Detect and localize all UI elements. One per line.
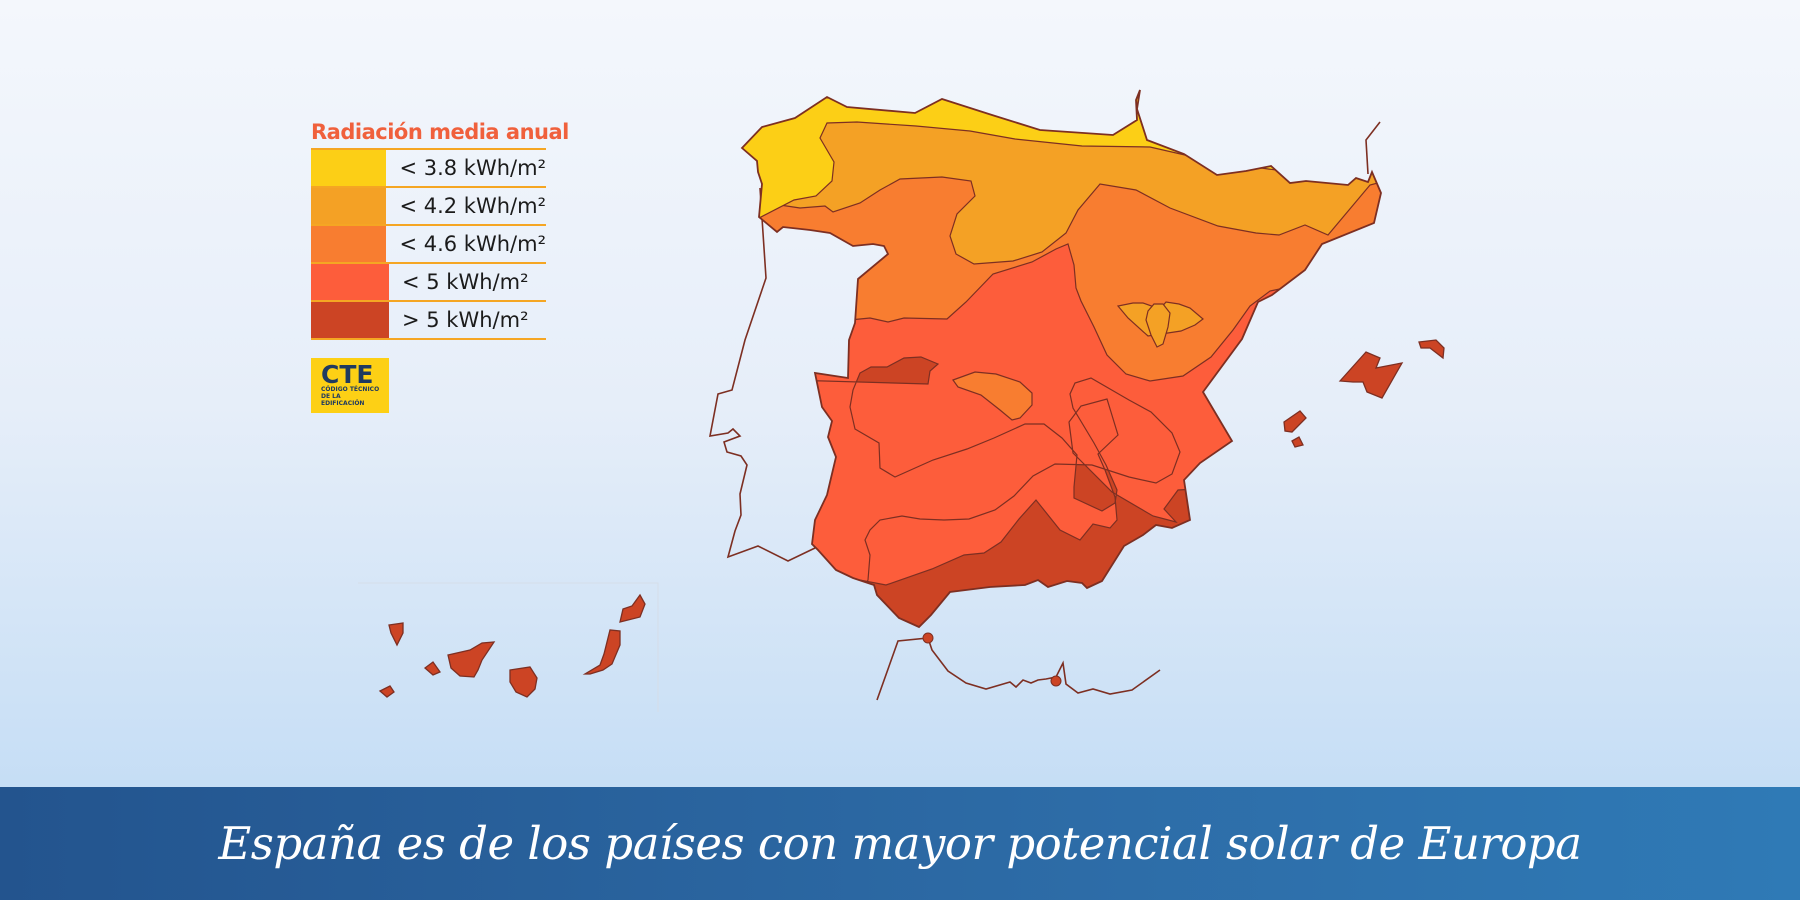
legend-row-over-5: > 5 kWh/m² <box>311 300 546 340</box>
legend-swatch-5 <box>311 264 389 300</box>
radiation-legend: Radiación media anual < 3.8 kWh/m² < 4.2… <box>311 118 569 340</box>
caption-text: España es de los países con mayor potenc… <box>218 817 1582 870</box>
morocco-coast <box>876 637 1161 701</box>
tenerife-island <box>447 641 496 678</box>
legend-swatch-4-6 <box>311 226 387 262</box>
legend-row-4-2: < 4.2 kWh/m² <box>311 186 546 224</box>
mallorca-island <box>1338 351 1404 399</box>
balearic-islands <box>1283 339 1445 448</box>
zone-island-4-6 <box>952 371 1033 421</box>
gran-canaria-island <box>509 666 538 698</box>
legend-label-4-6: < 4.6 kWh/m² <box>399 232 546 256</box>
legend-row-5: < 5 kWh/m² <box>311 262 546 300</box>
legend-row-3-8: < 3.8 kWh/m² <box>311 148 546 186</box>
canary-islands-inset <box>358 582 659 712</box>
el-hierro-island <box>378 685 395 698</box>
legend-title: Radiación media anual <box>311 120 569 144</box>
formentera-island <box>1291 436 1304 448</box>
legend-label-4-2: < 4.2 kWh/m² <box>399 194 546 218</box>
legend-swatch-over-5 <box>311 302 389 338</box>
ibiza-island <box>1283 410 1307 433</box>
cte-logo-title: CTE <box>321 360 374 389</box>
legend-row-4-6: < 4.6 kWh/m² <box>311 224 546 262</box>
fuerteventura-island <box>582 629 621 675</box>
la-palma-island <box>388 622 404 647</box>
zone-island-4-2-b <box>1145 303 1171 348</box>
legend-swatch-3-8 <box>311 150 387 186</box>
legend-label-over-5: > 5 kWh/m² <box>402 308 529 332</box>
la-gomera-island <box>423 661 441 676</box>
legend-label-5: < 5 kWh/m² <box>402 270 529 294</box>
coastline-borders <box>708 121 1381 701</box>
france-border <box>1365 121 1381 175</box>
melilla-marker <box>1050 675 1062 687</box>
lanzarote-island <box>619 593 646 623</box>
legend-label-3-8: < 3.8 kWh/m² <box>399 156 546 180</box>
cte-logo: CTE CÓDIGO TÉCNICO DE LA EDIFICACIÓN <box>311 358 389 413</box>
menorca-island <box>1418 339 1445 360</box>
caption-bar: España es de los países con mayor potenc… <box>0 787 1800 900</box>
cte-logo-subtitle-1: CÓDIGO TÉCNICO <box>321 386 380 393</box>
canary-inset-frame <box>358 582 659 712</box>
portugal-border <box>708 187 816 562</box>
ceuta-marker <box>922 632 934 644</box>
legend-swatch-4-2 <box>311 188 387 224</box>
cte-logo-subtitle-2: DE LA EDIFICACIÓN <box>321 393 365 407</box>
radiation-zones <box>742 90 1381 627</box>
